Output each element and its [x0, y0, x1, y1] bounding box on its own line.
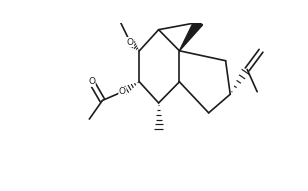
Text: O: O — [127, 38, 134, 47]
Text: O: O — [88, 77, 95, 86]
Text: O: O — [101, 0, 108, 2]
Polygon shape — [180, 20, 203, 51]
Text: O: O — [119, 87, 126, 96]
